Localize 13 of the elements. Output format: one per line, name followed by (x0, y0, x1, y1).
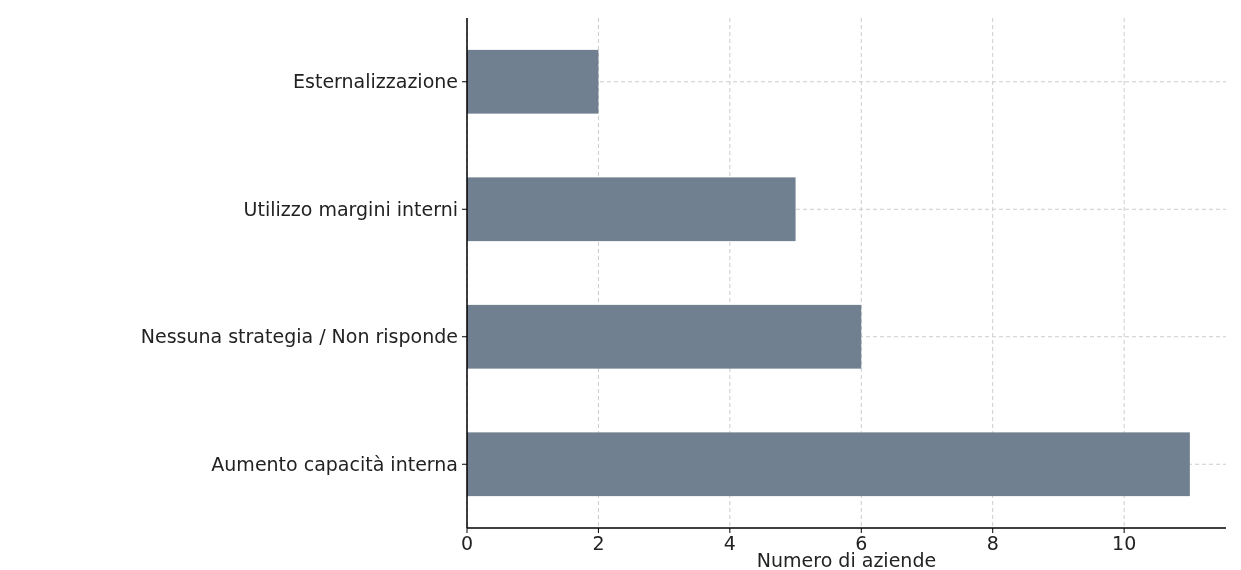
x-tick-label: 10 (1112, 532, 1137, 554)
y-tick-label: Esternalizzazione (293, 70, 458, 93)
bar (467, 49, 599, 114)
x-tick-label: 0 (460, 532, 474, 554)
x-tick-label: 2 (592, 532, 605, 554)
y-tick-label: Utilizzo margini interni (243, 197, 458, 220)
bar (467, 177, 796, 242)
x-tick-label: 4 (723, 532, 736, 554)
bar (467, 304, 862, 369)
bar (467, 432, 1190, 497)
y-tick-label: Nessuna strategia / Non risponde (140, 325, 458, 348)
x-tick-label: 8 (986, 532, 999, 554)
y-tick-label: Aumento capacità interna (211, 452, 458, 475)
